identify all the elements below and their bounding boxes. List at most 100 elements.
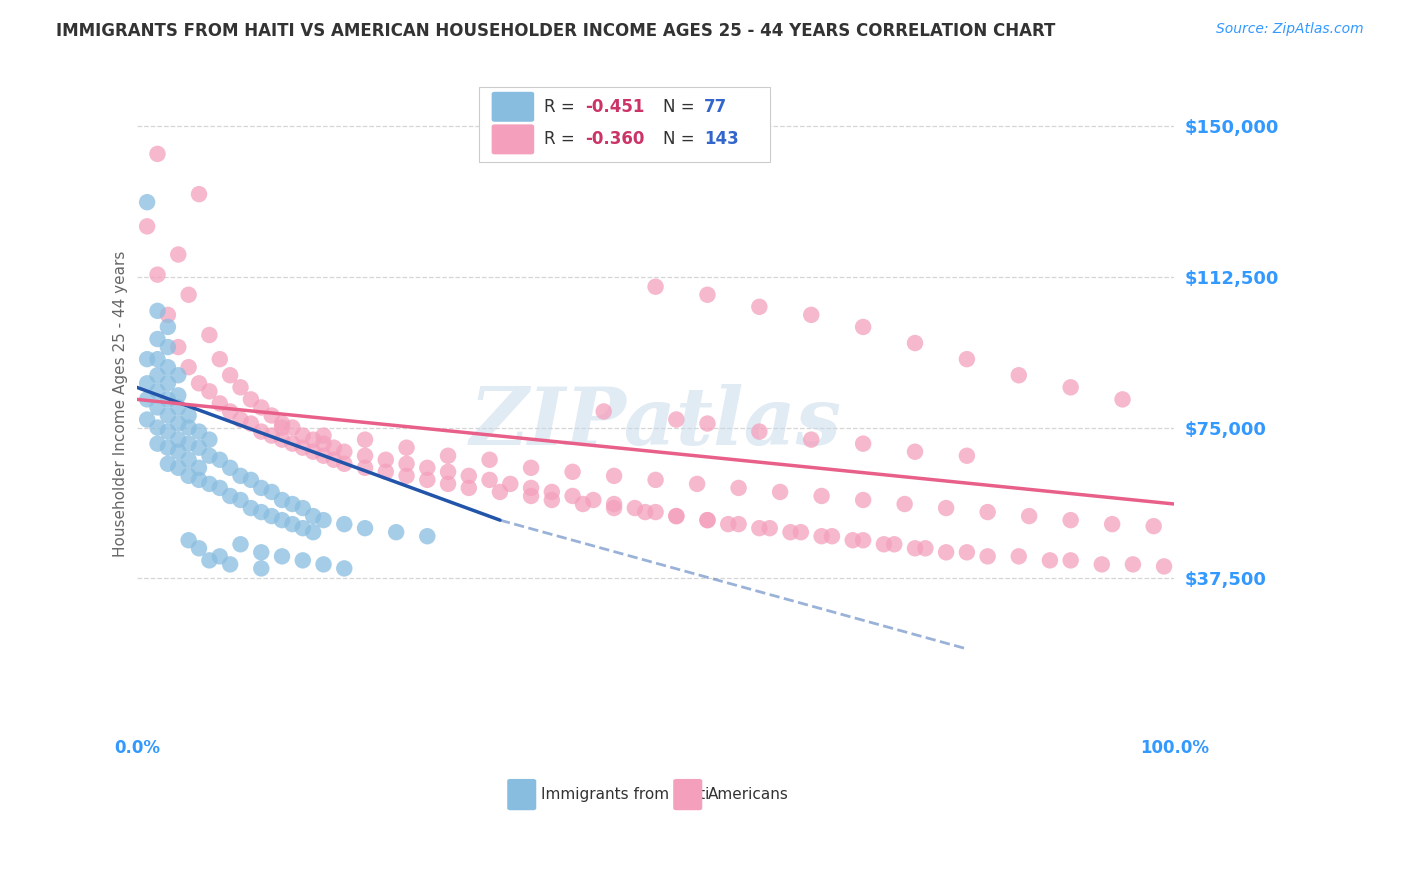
Point <box>239 473 262 487</box>
Point <box>499 476 522 491</box>
Point <box>208 549 231 564</box>
Point <box>333 517 356 532</box>
Text: N =: N = <box>662 98 700 116</box>
Point <box>603 468 626 483</box>
Text: 143: 143 <box>704 130 740 148</box>
Point <box>302 509 325 524</box>
Point <box>1059 553 1081 567</box>
Point <box>281 420 304 434</box>
Point <box>167 388 190 402</box>
Point <box>229 468 252 483</box>
Text: Source: ZipAtlas.com: Source: ZipAtlas.com <box>1216 22 1364 37</box>
Point <box>810 489 832 503</box>
Point <box>333 561 356 575</box>
Point <box>146 303 169 318</box>
Point <box>177 533 200 548</box>
Point <box>779 525 801 540</box>
Point <box>696 513 718 527</box>
Point <box>271 433 294 447</box>
Point <box>904 444 927 458</box>
Point <box>177 468 200 483</box>
Point <box>250 481 273 495</box>
FancyBboxPatch shape <box>508 779 536 810</box>
Point <box>976 549 998 564</box>
Point <box>156 308 179 322</box>
Point <box>198 384 221 399</box>
Point <box>156 409 179 423</box>
Point <box>250 545 273 559</box>
Point <box>156 376 179 391</box>
Point <box>686 476 709 491</box>
Point <box>250 401 273 415</box>
Point <box>229 493 252 508</box>
Point <box>188 473 211 487</box>
Point <box>250 505 273 519</box>
Point <box>229 380 252 394</box>
FancyBboxPatch shape <box>492 92 534 122</box>
Point <box>904 541 927 556</box>
Point <box>250 561 273 575</box>
Point <box>769 485 792 500</box>
Point <box>156 360 179 375</box>
Point <box>976 505 998 519</box>
Point <box>1111 392 1133 407</box>
Point <box>312 558 335 572</box>
Text: R =: R = <box>544 130 579 148</box>
Point <box>167 401 190 415</box>
Point <box>540 493 562 508</box>
Point <box>395 468 418 483</box>
Text: R =: R = <box>544 98 579 116</box>
Point <box>540 485 562 500</box>
Point <box>904 336 927 351</box>
Point <box>229 537 252 551</box>
Text: 77: 77 <box>704 98 728 116</box>
Point <box>1091 558 1114 572</box>
Point <box>167 444 190 458</box>
Point <box>198 328 221 343</box>
Point <box>188 441 211 455</box>
Point <box>644 473 666 487</box>
Point <box>748 300 770 314</box>
Point <box>852 533 875 548</box>
Point <box>395 457 418 471</box>
Point <box>156 441 179 455</box>
Point <box>312 428 335 442</box>
Point <box>374 465 396 479</box>
Point <box>935 545 957 559</box>
Point <box>758 521 780 535</box>
Point <box>572 497 595 511</box>
Point <box>385 525 408 540</box>
Point <box>696 513 718 527</box>
Point <box>1122 558 1144 572</box>
Text: Americans: Americans <box>707 787 789 802</box>
Point <box>1059 513 1081 527</box>
Point <box>167 247 190 261</box>
Point <box>291 553 314 567</box>
Point <box>1008 549 1031 564</box>
Point <box>873 537 896 551</box>
Point <box>520 460 543 475</box>
Point <box>188 425 211 439</box>
Point <box>188 541 211 556</box>
Point <box>665 509 688 524</box>
Point <box>624 501 647 516</box>
Point <box>167 433 190 447</box>
Point <box>1101 517 1123 532</box>
Point <box>717 517 740 532</box>
Point <box>748 521 770 535</box>
Point <box>208 481 231 495</box>
Point <box>520 481 543 495</box>
Point <box>416 529 439 543</box>
Point <box>665 412 688 426</box>
Point <box>748 425 770 439</box>
Point <box>250 425 273 439</box>
Point <box>561 465 583 479</box>
Point <box>956 352 979 367</box>
Point <box>852 320 875 334</box>
Point <box>146 147 169 161</box>
Point <box>354 521 377 535</box>
Point <box>198 433 221 447</box>
Point <box>1018 509 1040 524</box>
Point <box>416 460 439 475</box>
Point <box>271 420 294 434</box>
